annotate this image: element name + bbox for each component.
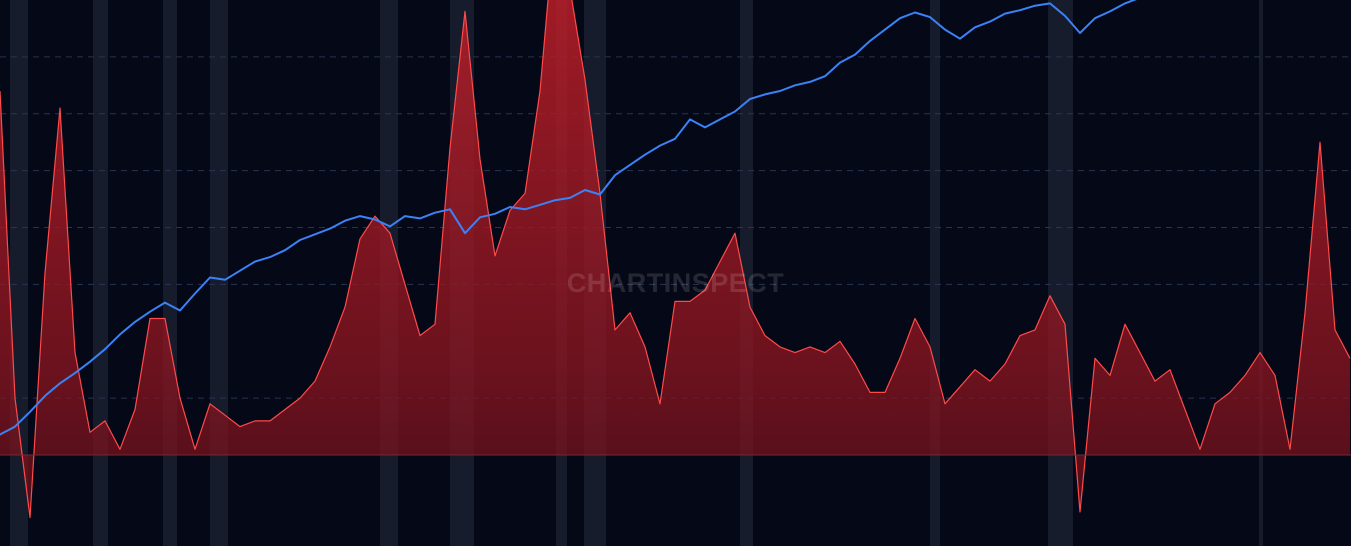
red-series-line bbox=[0, 0, 1351, 519]
recession-band bbox=[163, 0, 177, 546]
plot-series bbox=[0, 0, 1351, 519]
blue-series-line bbox=[0, 0, 1137, 436]
recession-band bbox=[93, 0, 108, 546]
grid-lines bbox=[0, 56, 1351, 399]
recession-band bbox=[210, 0, 228, 546]
red-area-fill bbox=[0, 0, 1350, 518]
recession-band bbox=[1259, 0, 1263, 546]
recession-band bbox=[930, 0, 940, 546]
recession-band bbox=[1048, 0, 1073, 546]
